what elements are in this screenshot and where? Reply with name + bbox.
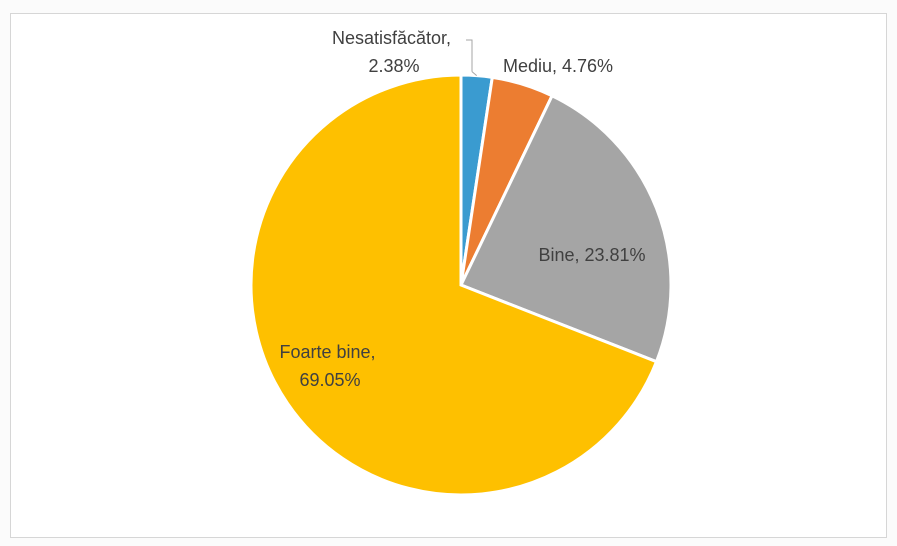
data-label-foarte-bine-name: Foarte bine, [279, 342, 375, 362]
data-label-nesatisfacator-name: Nesatisfăcător, [332, 28, 451, 48]
data-label-nesatisfacator: Nesatisfăcător, 2.38% [332, 28, 456, 76]
data-label-bine: Bine, 23.81% [538, 245, 645, 265]
pie-slice-foarte-bine [249, 73, 659, 497]
data-label-mediu: Mediu, 4.76% [503, 56, 613, 76]
leader-line-nesatisfacator [466, 39, 478, 76]
data-label-nesatisfacator-value: 2.38% [368, 56, 419, 76]
pie-slice-bine [458, 93, 673, 364]
pie-slices [249, 73, 673, 497]
data-label-foarte-bine-value: 69.05% [299, 370, 360, 390]
data-label-foarte-bine: Foarte bine, 69.05% [279, 342, 380, 390]
data-labels: Nesatisfăcător, 2.38% Mediu, 4.76% Bine,… [279, 28, 645, 390]
